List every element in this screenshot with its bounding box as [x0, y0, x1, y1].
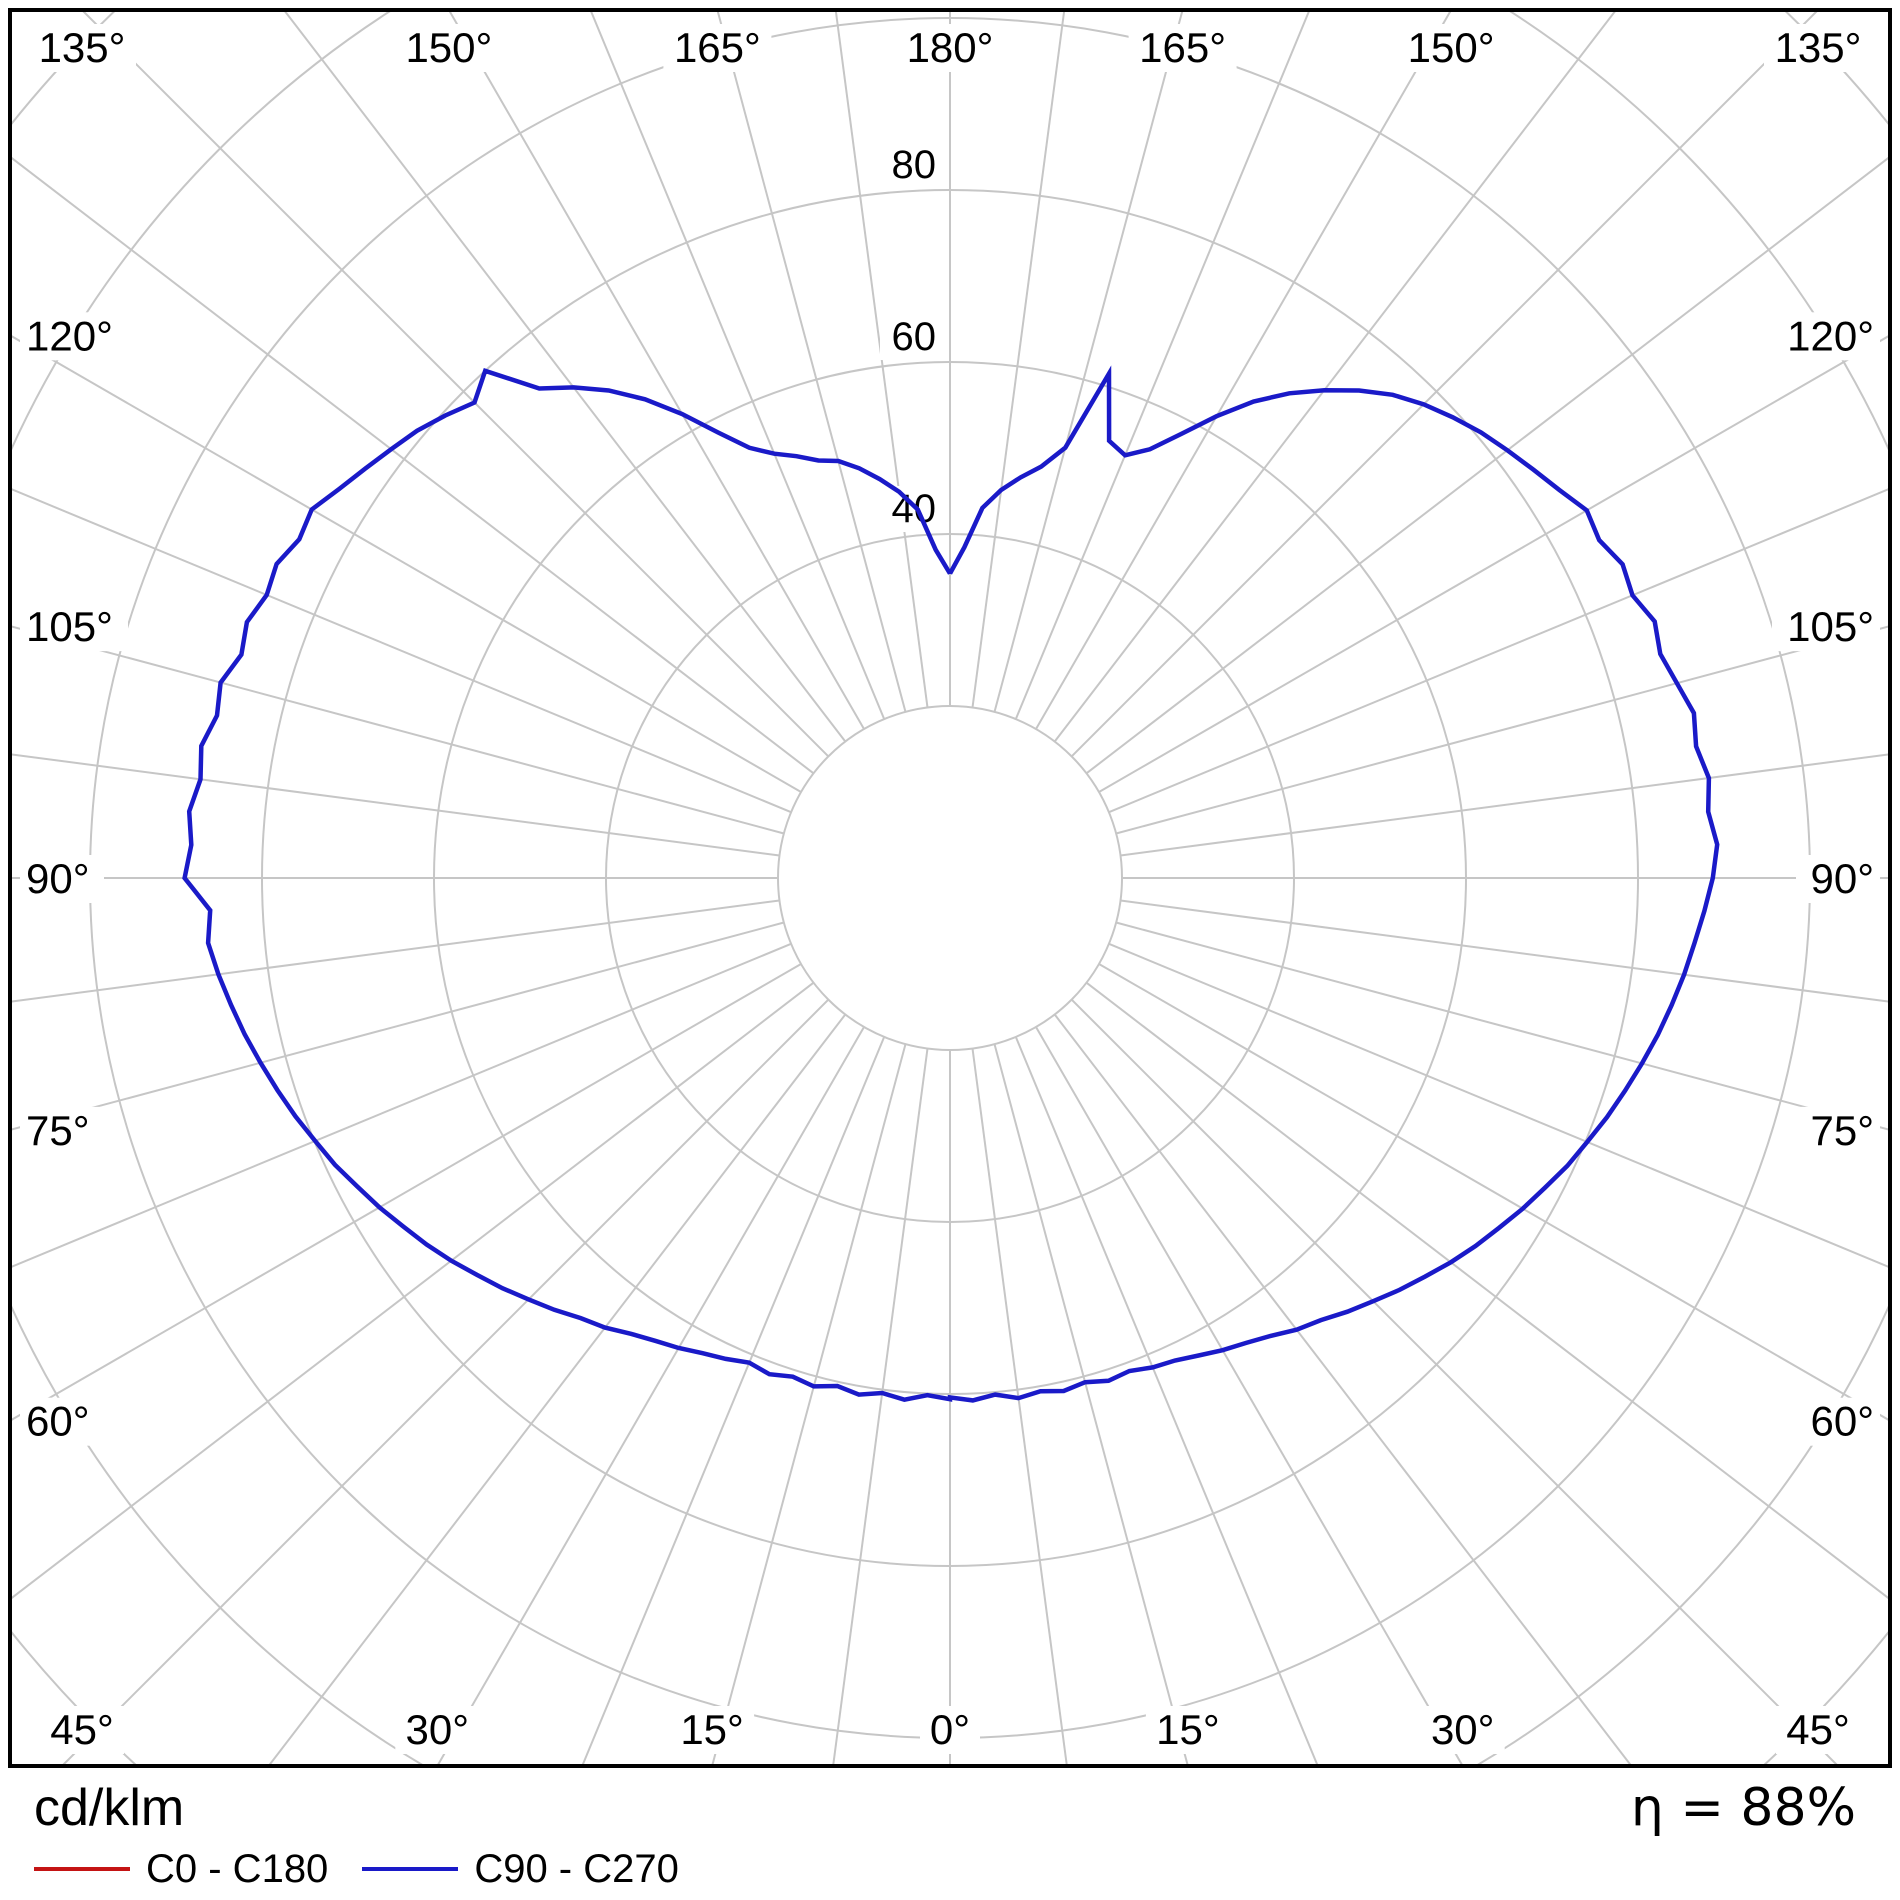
- angle-label: 120°: [26, 312, 113, 359]
- plot-border: [8, 8, 1892, 1768]
- angle-label: 150°: [405, 24, 492, 71]
- angle-label: 30°: [1431, 1706, 1495, 1753]
- angle-label: 60°: [26, 1398, 90, 1445]
- angle-label: 180°: [907, 24, 994, 71]
- angle-label: 105°: [1787, 603, 1874, 650]
- c90-c270-curve: [182, 365, 1720, 1403]
- angle-label: 60°: [1810, 1398, 1874, 1445]
- radial-tick-label: 60: [892, 315, 937, 359]
- angle-label: 75°: [1810, 1107, 1874, 1154]
- angle-label: 135°: [39, 24, 126, 71]
- legend-label-c0-c180: C0 - C180: [146, 1847, 329, 1892]
- chart-legend: C0 - C180 C90 - C270: [34, 1847, 1856, 1891]
- angle-label: 120°: [1787, 312, 1874, 359]
- angle-label: 45°: [1786, 1706, 1850, 1753]
- legend-item-c0-c180: C0 - C180: [34, 1847, 328, 1891]
- unit-label: cd/klm: [34, 1779, 185, 1837]
- angle-label: 90°: [1810, 855, 1874, 902]
- chart-footer: cd/klm η = 88% C0 - C180 C90 - C270: [34, 1778, 1856, 1891]
- angle-labels: 0° 15° 15° 30° 30° 45° 45° 60° 60° 75° 75° 90° 90° 10…: [20, 24, 1880, 1754]
- angle-label: 30°: [406, 1706, 470, 1753]
- legend-label-c90-c270: C90 - C270: [474, 1847, 679, 1892]
- footer-row: cd/klm η = 88%: [34, 1778, 1856, 1838]
- angle-label: 150°: [1408, 24, 1495, 71]
- polar-chart: 0° 15° 15° 30° 30° 45° 45° 60° 60° 75° 75° 90° 90° 10…: [8, 8, 1892, 1768]
- radial-tick-label: 80: [892, 143, 937, 187]
- angle-label: 15°: [680, 1706, 744, 1753]
- angle-label: 75°: [26, 1107, 90, 1154]
- angle-label: 165°: [1139, 24, 1226, 71]
- angle-label: 15°: [1156, 1706, 1220, 1753]
- angle-label: 165°: [674, 24, 761, 71]
- angle-label: 90°: [26, 855, 90, 902]
- efficiency-value: η = 88%: [1630, 1778, 1856, 1838]
- polar-chart-svg: 0° 15° 15° 30° 30° 45° 45° 60° 60° 75° 75° 90° 90° 10…: [8, 8, 1892, 1768]
- angle-label: 45°: [50, 1706, 114, 1753]
- legend-swatch-c90-c270: [362, 1867, 459, 1872]
- legend-item-c90-c270: C90 - C270: [362, 1847, 679, 1891]
- polar-grid: [10, 10, 1890, 1766]
- angle-label: 135°: [1775, 24, 1862, 71]
- angle-label: 105°: [26, 603, 113, 650]
- legend-swatch-c0-c180: [34, 1867, 130, 1872]
- angle-label: 0°: [930, 1706, 970, 1753]
